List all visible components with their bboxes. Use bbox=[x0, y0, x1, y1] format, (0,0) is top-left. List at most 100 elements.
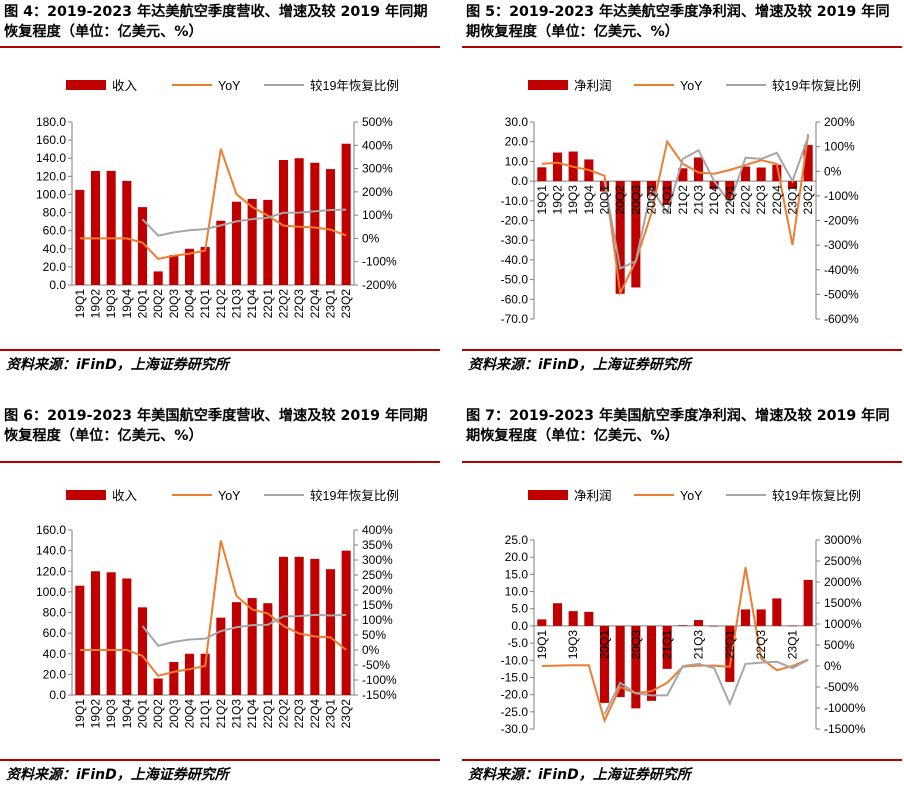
x-tick-label: 20Q1 bbox=[136, 289, 150, 319]
bar bbox=[90, 571, 101, 695]
chart-panel-american-net-profit: 图 7：2019-2023 年美国航空季度净利润、增速及较 2019 年同期恢复… bbox=[462, 404, 902, 788]
source-rule bbox=[0, 759, 440, 761]
y-tick-label-left: -40.0 bbox=[501, 253, 529, 267]
x-tick-label: 21Q3 bbox=[230, 699, 244, 729]
y-tick-label-right: -50% bbox=[362, 658, 390, 672]
x-tick-label: 22Q4 bbox=[308, 289, 322, 319]
legend-swatch-bar bbox=[528, 490, 568, 500]
y-tick-label-left: 40.0 bbox=[43, 242, 67, 256]
y-tick-label-left: 20.0 bbox=[505, 135, 529, 149]
x-tick-label: 21Q1 bbox=[660, 630, 674, 660]
x-tick-label: 22Q2 bbox=[739, 185, 753, 215]
x-tick-label: 23Q2 bbox=[339, 699, 353, 729]
x-tick-label: 21Q2 bbox=[676, 185, 690, 215]
x-tick-label: 22Q3 bbox=[754, 185, 768, 215]
bar bbox=[631, 625, 641, 709]
y-tick-label-right: 1500% bbox=[824, 596, 862, 610]
y-tick-label-right: 2500% bbox=[824, 554, 862, 568]
y-tick-label-left: 100.0 bbox=[36, 585, 66, 599]
bar bbox=[631, 181, 641, 288]
y-tick-label-right: -300% bbox=[824, 238, 859, 252]
y-tick-label-left: 10.0 bbox=[505, 154, 529, 168]
y-tick-label-left: 160.0 bbox=[36, 523, 66, 537]
x-tick-label: 19Q2 bbox=[89, 699, 103, 729]
legend-label: YoY bbox=[680, 489, 703, 503]
bar bbox=[568, 611, 578, 626]
y-tick-label-left: 120.0 bbox=[36, 564, 66, 578]
bar bbox=[772, 164, 782, 182]
y-tick-label-left: 0.0 bbox=[511, 619, 528, 633]
y-tick-label-left: 25.0 bbox=[505, 533, 529, 547]
x-tick-label: 22Q1 bbox=[723, 185, 737, 215]
bar bbox=[216, 220, 226, 285]
y-tick-label-left: 0.0 bbox=[511, 174, 528, 188]
y-tick-label-right: 100% bbox=[824, 140, 855, 154]
bar bbox=[725, 625, 735, 682]
bar bbox=[137, 207, 148, 285]
y-tick-label-left: 60.0 bbox=[43, 626, 67, 640]
y-tick-label-right: 100% bbox=[362, 613, 393, 627]
source-note: 资料来源：iFinD，上海证券研究所 bbox=[6, 357, 229, 373]
y-tick-label-left: -20.0 bbox=[501, 214, 529, 228]
bar bbox=[122, 180, 132, 285]
y-tick-label-right: 200% bbox=[362, 583, 393, 597]
legend-label: 净利润 bbox=[574, 489, 612, 503]
bar bbox=[263, 199, 273, 285]
bar bbox=[122, 578, 132, 695]
y-tick-label-left: -60.0 bbox=[501, 292, 529, 306]
legend-label: 较19年恢复比例 bbox=[310, 78, 399, 93]
bar bbox=[740, 166, 751, 182]
bar bbox=[537, 619, 547, 626]
y-tick-label-right: 400% bbox=[362, 523, 393, 537]
y-tick-label-right: 100% bbox=[362, 208, 393, 222]
bar bbox=[90, 170, 101, 285]
bar bbox=[325, 569, 336, 695]
x-tick-label: 20Q3 bbox=[629, 630, 643, 660]
y-tick-label-left: 0.0 bbox=[49, 278, 66, 292]
source-rule bbox=[462, 349, 902, 351]
title-rule bbox=[462, 461, 902, 463]
x-tick-label: 21Q4 bbox=[245, 699, 259, 729]
x-tick-label: 23Q1 bbox=[324, 289, 338, 319]
legend-label: YoY bbox=[680, 79, 703, 93]
y-tick-label-left: 140.0 bbox=[36, 151, 66, 165]
chart-title: 图 6：2019-2023 年美国航空季度营收、增速及较 2019 年同期恢复程… bbox=[4, 408, 428, 444]
x-tick-label: 22Q4 bbox=[770, 185, 784, 215]
x-tick-label: 22Q2 bbox=[277, 699, 291, 729]
y-tick-label-right: 200% bbox=[824, 115, 855, 129]
y-tick-label-right: -500% bbox=[824, 680, 859, 694]
bar bbox=[678, 168, 688, 182]
bar bbox=[584, 611, 594, 626]
y-tick-label-right: -100% bbox=[362, 255, 397, 269]
x-tick-label: 20Q4 bbox=[183, 699, 197, 729]
y-tick-label-left: 120.0 bbox=[36, 169, 66, 183]
y-tick-label-right: 300% bbox=[362, 553, 393, 567]
x-tick-label: 20Q4 bbox=[645, 185, 659, 215]
bar bbox=[310, 558, 320, 695]
bar bbox=[231, 602, 242, 695]
y-tick-label-right: 200% bbox=[362, 185, 393, 199]
x-tick-label: 22Q3 bbox=[754, 630, 768, 660]
y-tick-label-right: 0% bbox=[362, 643, 380, 657]
source-rule bbox=[462, 759, 902, 761]
bar bbox=[740, 609, 751, 626]
title-rule bbox=[0, 46, 440, 48]
y-tick-label-left: -15.0 bbox=[501, 670, 529, 684]
x-tick-label: 20Q2 bbox=[613, 185, 627, 215]
bar bbox=[294, 556, 304, 695]
bar bbox=[646, 625, 657, 701]
y-tick-label-right: -200% bbox=[362, 278, 397, 292]
bar bbox=[153, 271, 163, 285]
chart-svg: 0.0 20.0 40.0 60.0 80.0 100.0 120.0 140.0 160.0 -… bbox=[36, 488, 399, 729]
y-tick-label-right: -1000% bbox=[824, 701, 866, 715]
y-tick-label-right: 300% bbox=[362, 162, 393, 176]
recovery-ratio-line bbox=[141, 613, 347, 647]
x-tick-label: 20Q2 bbox=[151, 699, 165, 729]
chart-panel-delta-net-profit: 图 5：2019-2023 年达美航空季度净利润、增速及较 2019 年同期恢复… bbox=[462, 0, 902, 384]
yoy-line bbox=[541, 567, 809, 724]
title-rule bbox=[0, 461, 440, 463]
bar bbox=[772, 598, 782, 626]
bar bbox=[787, 625, 798, 627]
x-tick-label: 21Q1 bbox=[198, 699, 212, 729]
y-tick-label-right: 3000% bbox=[824, 533, 862, 547]
